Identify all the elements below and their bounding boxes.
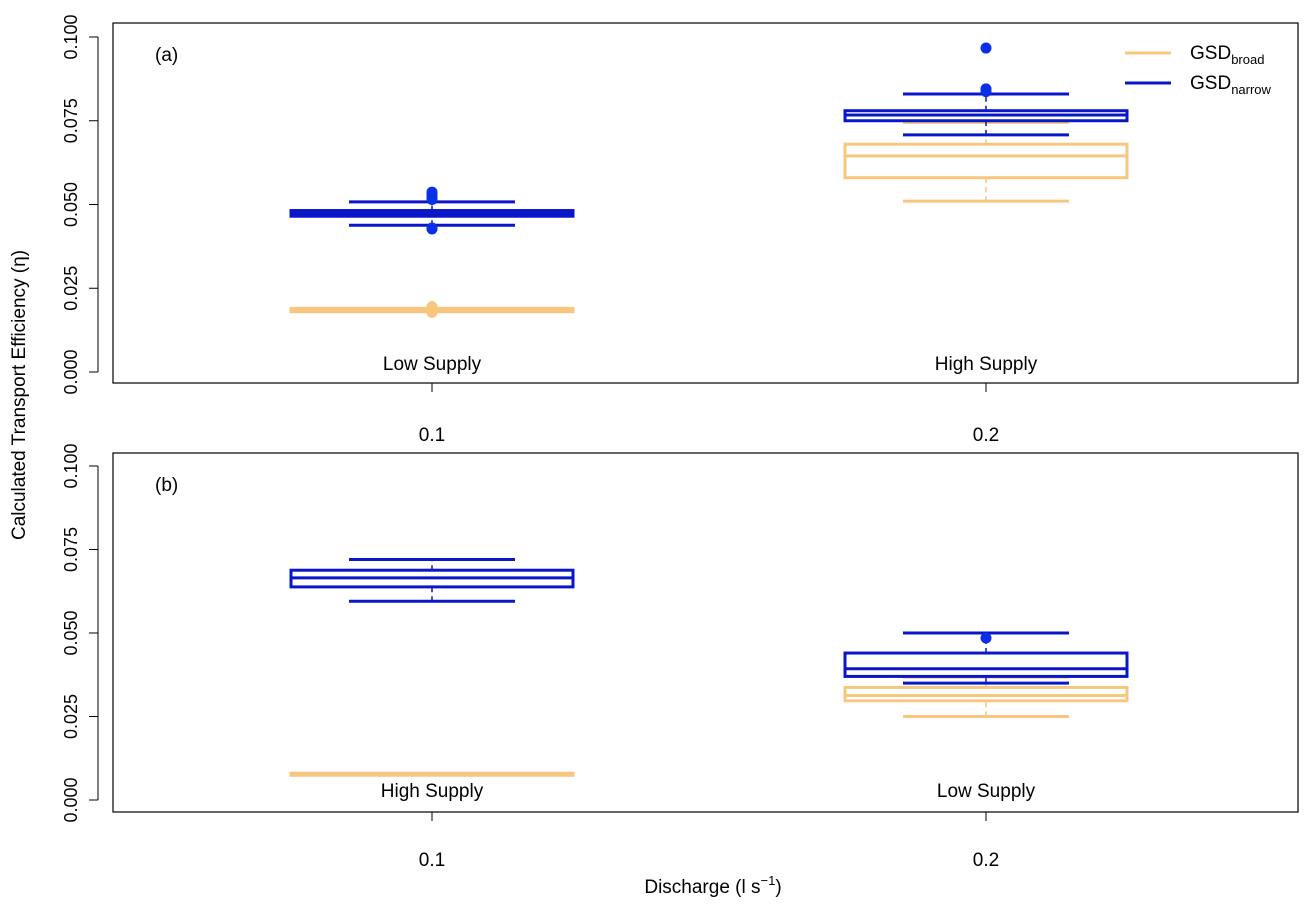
y-tick-label: 0.050 bbox=[61, 610, 81, 655]
y-axis-label: Calculated Transport Efficiency (η) bbox=[9, 250, 30, 540]
y-tick-label: 0.050 bbox=[61, 182, 81, 227]
outlier-point bbox=[426, 301, 438, 313]
box-broad-0.2 bbox=[843, 120, 1129, 203]
series-narrow bbox=[289, 42, 1129, 235]
legend-label-subscript: narrow bbox=[1231, 82, 1271, 97]
series-broad bbox=[289, 120, 1129, 318]
outlier-point bbox=[980, 42, 992, 54]
box-narrow-0.1 bbox=[289, 186, 575, 235]
chart-panels: 0.000 0.025 0.050 0.075 0.100 0.1 0.2 (a) Low Su… bbox=[61, 14, 1299, 871]
plot-frame bbox=[112, 22, 1299, 384]
legend-label-subscript: broad bbox=[1231, 52, 1264, 67]
outlier-point bbox=[426, 186, 438, 198]
supply-annotation: High Supply bbox=[935, 354, 1038, 375]
supply-annotation: Low Supply bbox=[383, 354, 482, 375]
y-tick-label: 0.075 bbox=[61, 98, 81, 143]
box-broad-0.1 bbox=[289, 771, 575, 777]
box-broad-0.2 bbox=[843, 675, 1129, 718]
panel-label: (b) bbox=[155, 475, 178, 496]
y-tick-label: 0.100 bbox=[61, 14, 81, 59]
outlier-point bbox=[426, 222, 438, 234]
y-tick-label: 0.100 bbox=[61, 443, 81, 488]
x-axis-label: Discharge (l s−1) bbox=[644, 873, 781, 898]
y-tick-label: 0.075 bbox=[61, 527, 81, 572]
legend-label-base: GSD bbox=[1190, 43, 1231, 64]
legend-label-base: GSD bbox=[1190, 73, 1231, 94]
x-axis-label-superscript: −1 bbox=[761, 873, 776, 888]
box-broad-0.1 bbox=[289, 301, 575, 318]
outlier-point bbox=[980, 632, 992, 644]
series-narrow bbox=[289, 558, 1129, 685]
y-tick-label: 0.025 bbox=[61, 266, 81, 311]
series-broad bbox=[289, 675, 1129, 777]
y-tick-label: 0.000 bbox=[61, 777, 81, 822]
panel-label: (a) bbox=[155, 45, 178, 66]
y-tick-label: 0.000 bbox=[61, 349, 81, 394]
panel-2: 0.000 0.025 0.050 0.075 0.100 0.1 0.2 (b) High S… bbox=[61, 443, 1299, 871]
box-iqr bbox=[843, 651, 1129, 678]
box-narrow-0.2 bbox=[843, 42, 1129, 137]
box-narrow-0.1 bbox=[289, 558, 575, 603]
plot-frame bbox=[112, 452, 1299, 813]
x-tick-label: 0.1 bbox=[419, 850, 445, 871]
supply-annotation: Low Supply bbox=[937, 781, 1036, 802]
legend-label-broad: GSDbroad bbox=[1190, 43, 1264, 67]
x-tick-label: 0.1 bbox=[419, 425, 445, 446]
y-tick-label: 0.025 bbox=[61, 694, 81, 739]
outlier-point bbox=[980, 83, 992, 95]
x-tick-label: 0.2 bbox=[973, 850, 999, 871]
x-axis-label-text: Discharge (l s bbox=[644, 877, 760, 898]
x-axis-label-close: ) bbox=[775, 877, 781, 898]
box-narrow-0.2 bbox=[843, 631, 1129, 685]
x-tick-label: 0.2 bbox=[973, 425, 999, 446]
legend-label-narrow: GSDnarrow bbox=[1190, 73, 1272, 97]
supply-annotation: High Supply bbox=[381, 781, 484, 802]
panel-1: 0.000 0.025 0.050 0.075 0.100 0.1 0.2 (a) Low Su… bbox=[61, 14, 1299, 446]
box-iqr bbox=[843, 142, 1129, 180]
